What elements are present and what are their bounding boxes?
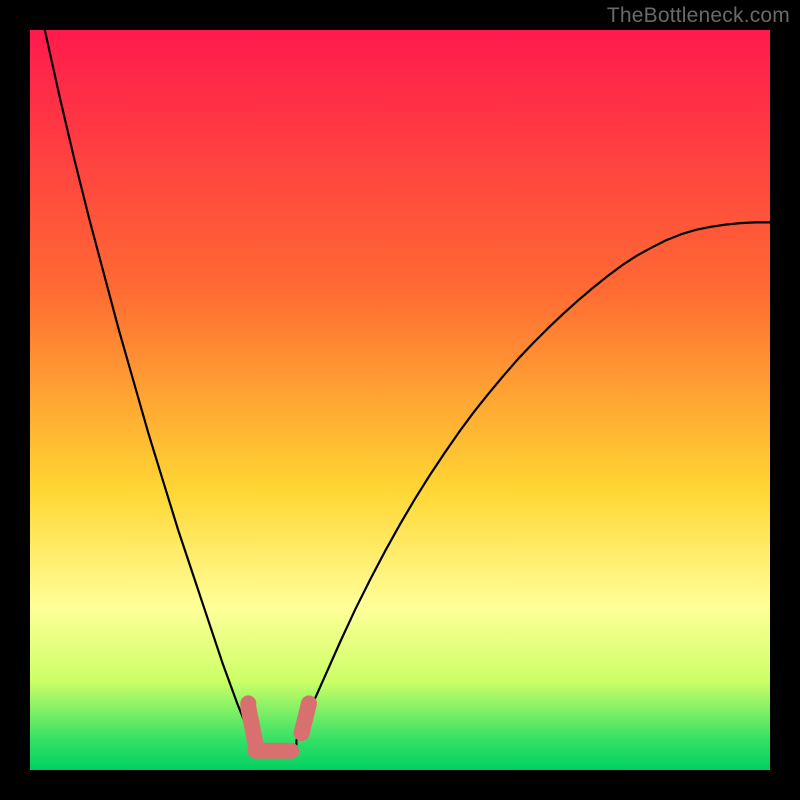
chart-container: TheBottleneck.com <box>0 0 800 800</box>
curve-layer <box>0 0 800 800</box>
marker-seg-1 <box>248 707 255 745</box>
watermark-text: TheBottleneck.com <box>607 4 790 28</box>
bottleneck-curve <box>45 30 770 746</box>
marker-seg-3 <box>302 703 309 733</box>
